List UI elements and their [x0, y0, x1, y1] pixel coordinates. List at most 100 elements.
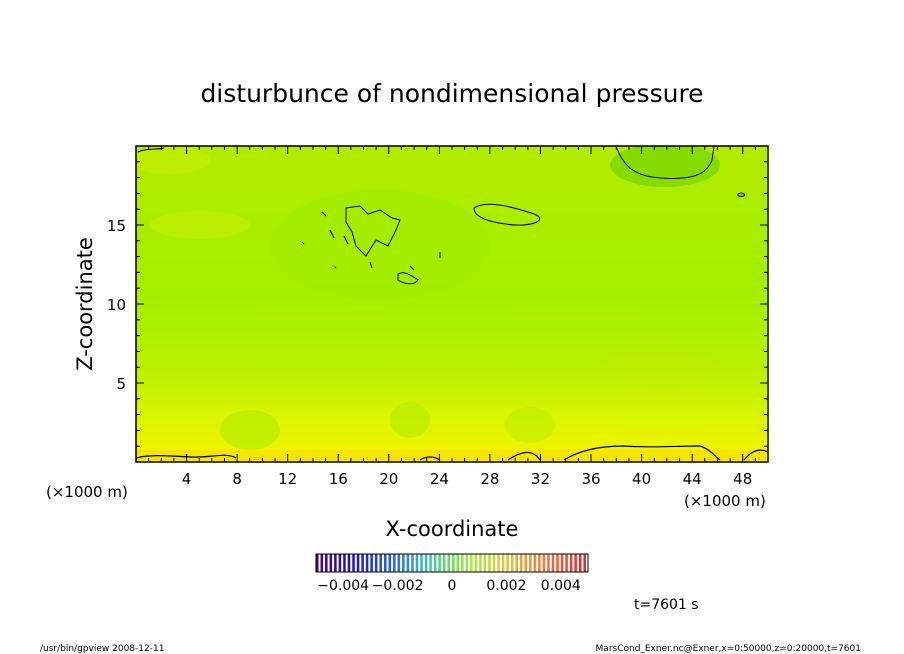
x-tick-label: 32 [531, 470, 550, 488]
colorbar-cell [474, 554, 478, 572]
colorbar-labels: −0.004 −0.002 0 0.002 0.004 [317, 578, 581, 594]
chart-title: disturbunce of nondimensional pressure [200, 79, 703, 108]
colorbar-cell [402, 554, 405, 572]
x-tick-label: 40 [632, 470, 651, 488]
field-patch [136, 146, 210, 174]
colorbar-cell [452, 554, 455, 572]
x-tick-label: 36 [581, 470, 600, 488]
x-tick-label: 24 [430, 470, 449, 488]
colorbar-cell [338, 554, 342, 572]
contour-line [473, 203, 541, 226]
colorbar-cell [456, 554, 460, 572]
colorbar-cell [524, 554, 528, 572]
colorbar-cell [479, 554, 482, 572]
colorbar-cell [384, 554, 387, 572]
y-axis: 5 10 15 [107, 161, 768, 447]
contour-line [136, 445, 768, 461]
colorbar-cell [356, 554, 360, 572]
colorbar-cell [379, 554, 382, 572]
field-patch [150, 211, 250, 239]
y-tick-label: 15 [107, 217, 126, 235]
x-tick-label: 20 [379, 470, 398, 488]
colorbar [316, 554, 586, 572]
x-axis-title: X-coordinate [386, 517, 519, 541]
field-patch [600, 350, 720, 390]
colorbar-cell [569, 554, 573, 572]
colorbar-cell [551, 554, 555, 572]
colorbar-cell [411, 554, 414, 572]
x-tick-label: 28 [480, 470, 499, 488]
field-patch [136, 450, 768, 462]
footer-left: /usr/bin/gpview 2008-12-11 [40, 644, 164, 654]
field-background [136, 146, 768, 462]
colorbar-cell [424, 554, 428, 572]
colorbar-cell [365, 554, 369, 572]
colorbar-cell [488, 554, 491, 572]
colorbar-cell [442, 554, 446, 572]
colorbar-cell [529, 554, 532, 572]
colorbar-cell [433, 554, 437, 572]
x-tick-label: 12 [278, 470, 297, 488]
x-tick-label: 16 [329, 470, 348, 488]
colorbar-cell [374, 554, 378, 572]
colorbar-tick-label: 0.004 [541, 578, 581, 594]
colorbar-cell [329, 554, 333, 572]
colorbar-cell [352, 554, 355, 572]
colorbar-cell [429, 554, 432, 572]
colorbar-tick-label: −0.004 [317, 578, 369, 594]
field-patch [270, 190, 490, 300]
field-patch [390, 402, 430, 438]
colorbar-cell [415, 554, 419, 572]
contour-line [137, 147, 165, 153]
colorbar-cell [393, 554, 396, 572]
colorbar-cell [465, 554, 469, 572]
field-patch [505, 407, 555, 443]
y-axis-title: Z-coordinate [73, 237, 97, 371]
colorbar-cell [538, 554, 541, 572]
plot-area [136, 146, 768, 462]
contour-line [345, 205, 401, 257]
colorbar-cell [320, 554, 324, 572]
colorbar-cell [483, 554, 487, 572]
colorbar-cell [461, 554, 464, 572]
colorbar-cell [501, 554, 505, 572]
contour-line [301, 211, 441, 271]
colorbar-cell [406, 554, 410, 572]
colorbar-cell [388, 554, 392, 572]
colorbar-cell [556, 554, 559, 572]
colorbar-tick-label: −0.002 [372, 578, 424, 594]
colorbar-cell [510, 554, 514, 572]
contour-line [397, 272, 419, 285]
colorbar-cell [447, 554, 450, 572]
x-tick-label: 4 [182, 470, 192, 488]
footer-right: MarsCond_Exner.nc@Exner,x=0:50000,z=0:20… [596, 644, 861, 654]
colorbar-cell [578, 554, 582, 572]
colorbar-cell [397, 554, 401, 572]
colorbar-cell [470, 554, 473, 572]
time-label: t=7601 s [634, 597, 699, 613]
colorbar-cell [347, 554, 351, 572]
colorbar-cell [370, 554, 373, 572]
x-tick-label: 48 [733, 470, 752, 488]
colorbar-cell [533, 554, 537, 572]
contour-line [737, 192, 745, 197]
colorbar-cell [343, 554, 346, 572]
colorbar-cell [497, 554, 500, 572]
colorbar-cell [420, 554, 423, 572]
y-tick-label: 10 [107, 296, 126, 314]
colorbar-cell [438, 554, 441, 572]
colorbar-cell [515, 554, 518, 572]
x-tick-label: 8 [232, 470, 242, 488]
x-tick-label: 44 [683, 470, 702, 488]
colorbar-tick-label: 0.002 [486, 578, 526, 594]
colorbar-cell [334, 554, 337, 572]
x-axis: 4 8 12 16 20 24 28 32 36 40 44 48 [148, 146, 756, 488]
colorbar-cell [565, 554, 568, 572]
contour-line [615, 146, 715, 179]
colorbar-frame [315, 553, 589, 573]
colorbar-cell [583, 554, 586, 572]
colorbar-cell [560, 554, 564, 572]
colorbar-cell [520, 554, 523, 572]
y-tick-label: 5 [116, 375, 126, 393]
